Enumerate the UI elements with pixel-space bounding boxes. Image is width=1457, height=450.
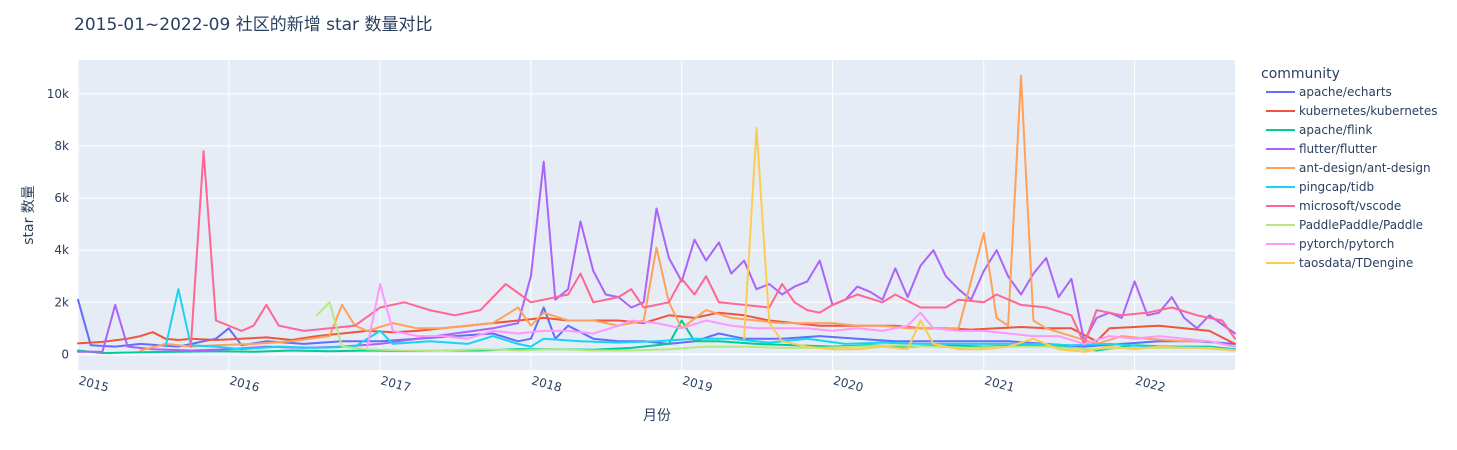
series-line <box>315 301 1236 352</box>
legend-label: apache/flink <box>1299 123 1372 137</box>
legend-item[interactable]: taosdata/TDengine <box>1266 256 1413 270</box>
legend-item[interactable]: flutter/flutter <box>1266 142 1377 156</box>
x-tick-label: 2020 <box>832 373 865 394</box>
legend-label: taosdata/TDengine <box>1299 256 1413 270</box>
legend-item[interactable]: kubernetes/kubernetes <box>1266 104 1438 118</box>
legend-item[interactable]: apache/echarts <box>1266 85 1392 99</box>
x-tick-label: 2018 <box>530 373 563 394</box>
x-tick-label: 2017 <box>379 373 412 394</box>
legend-item[interactable]: apache/flink <box>1266 123 1372 137</box>
legend-item[interactable]: pingcap/tidb <box>1266 180 1374 194</box>
legend-label: microsoft/vscode <box>1299 199 1401 213</box>
y-tick-label: 0 <box>61 347 69 361</box>
y-axis-ticks: 0 2k 4k 6k 8k 10k <box>47 87 69 362</box>
series-line <box>77 311 1236 345</box>
legend-item[interactable]: PaddlePaddle/Paddle <box>1266 218 1423 232</box>
y-tick-label: 6k <box>54 191 69 205</box>
chart-title: 2015-01~2022-09 社区的新增 star 数量对比 <box>74 15 432 35</box>
y-tick-label: 2k <box>54 295 69 309</box>
x-tick-label: 2015 <box>77 373 110 394</box>
y-tick-label: 8k <box>54 139 69 153</box>
series-line <box>743 126 1236 353</box>
x-tick-label: 2021 <box>983 373 1016 394</box>
legend-label: kubernetes/kubernetes <box>1299 104 1438 118</box>
x-axis-title: 月份 <box>643 408 671 424</box>
legend-label: PaddlePaddle/Paddle <box>1299 218 1423 232</box>
x-tick-label: 2019 <box>681 373 714 394</box>
series-lines <box>77 74 1236 355</box>
series-line <box>189 150 1236 348</box>
series-line <box>366 283 1236 348</box>
x-tick-label: 2022 <box>1134 373 1167 394</box>
legend: community apache/echarts kubernetes/kuber… <box>1261 66 1438 270</box>
legend-label: flutter/flutter <box>1299 142 1377 156</box>
legend-item[interactable]: pytorch/pytorch <box>1266 237 1394 251</box>
y-tick-label: 10k <box>47 87 69 101</box>
x-axis-ticks: 2015 2016 2017 2018 2019 2020 2021 2022 <box>77 373 1167 394</box>
legend-item[interactable]: microsoft/vscode <box>1266 199 1401 213</box>
y-tick-label: 4k <box>54 243 69 257</box>
legend-label: pingcap/tidb <box>1299 180 1374 194</box>
legend-label: ant-design/ant-design <box>1299 161 1431 175</box>
legend-label: apache/echarts <box>1299 85 1392 99</box>
x-tick-label: 2016 <box>228 373 261 394</box>
legend-title: community <box>1261 66 1340 82</box>
legend-item[interactable]: ant-design/ant-design <box>1266 161 1431 175</box>
y-axis-title: star 数量 <box>21 185 37 245</box>
legend-label: pytorch/pytorch <box>1299 237 1394 251</box>
